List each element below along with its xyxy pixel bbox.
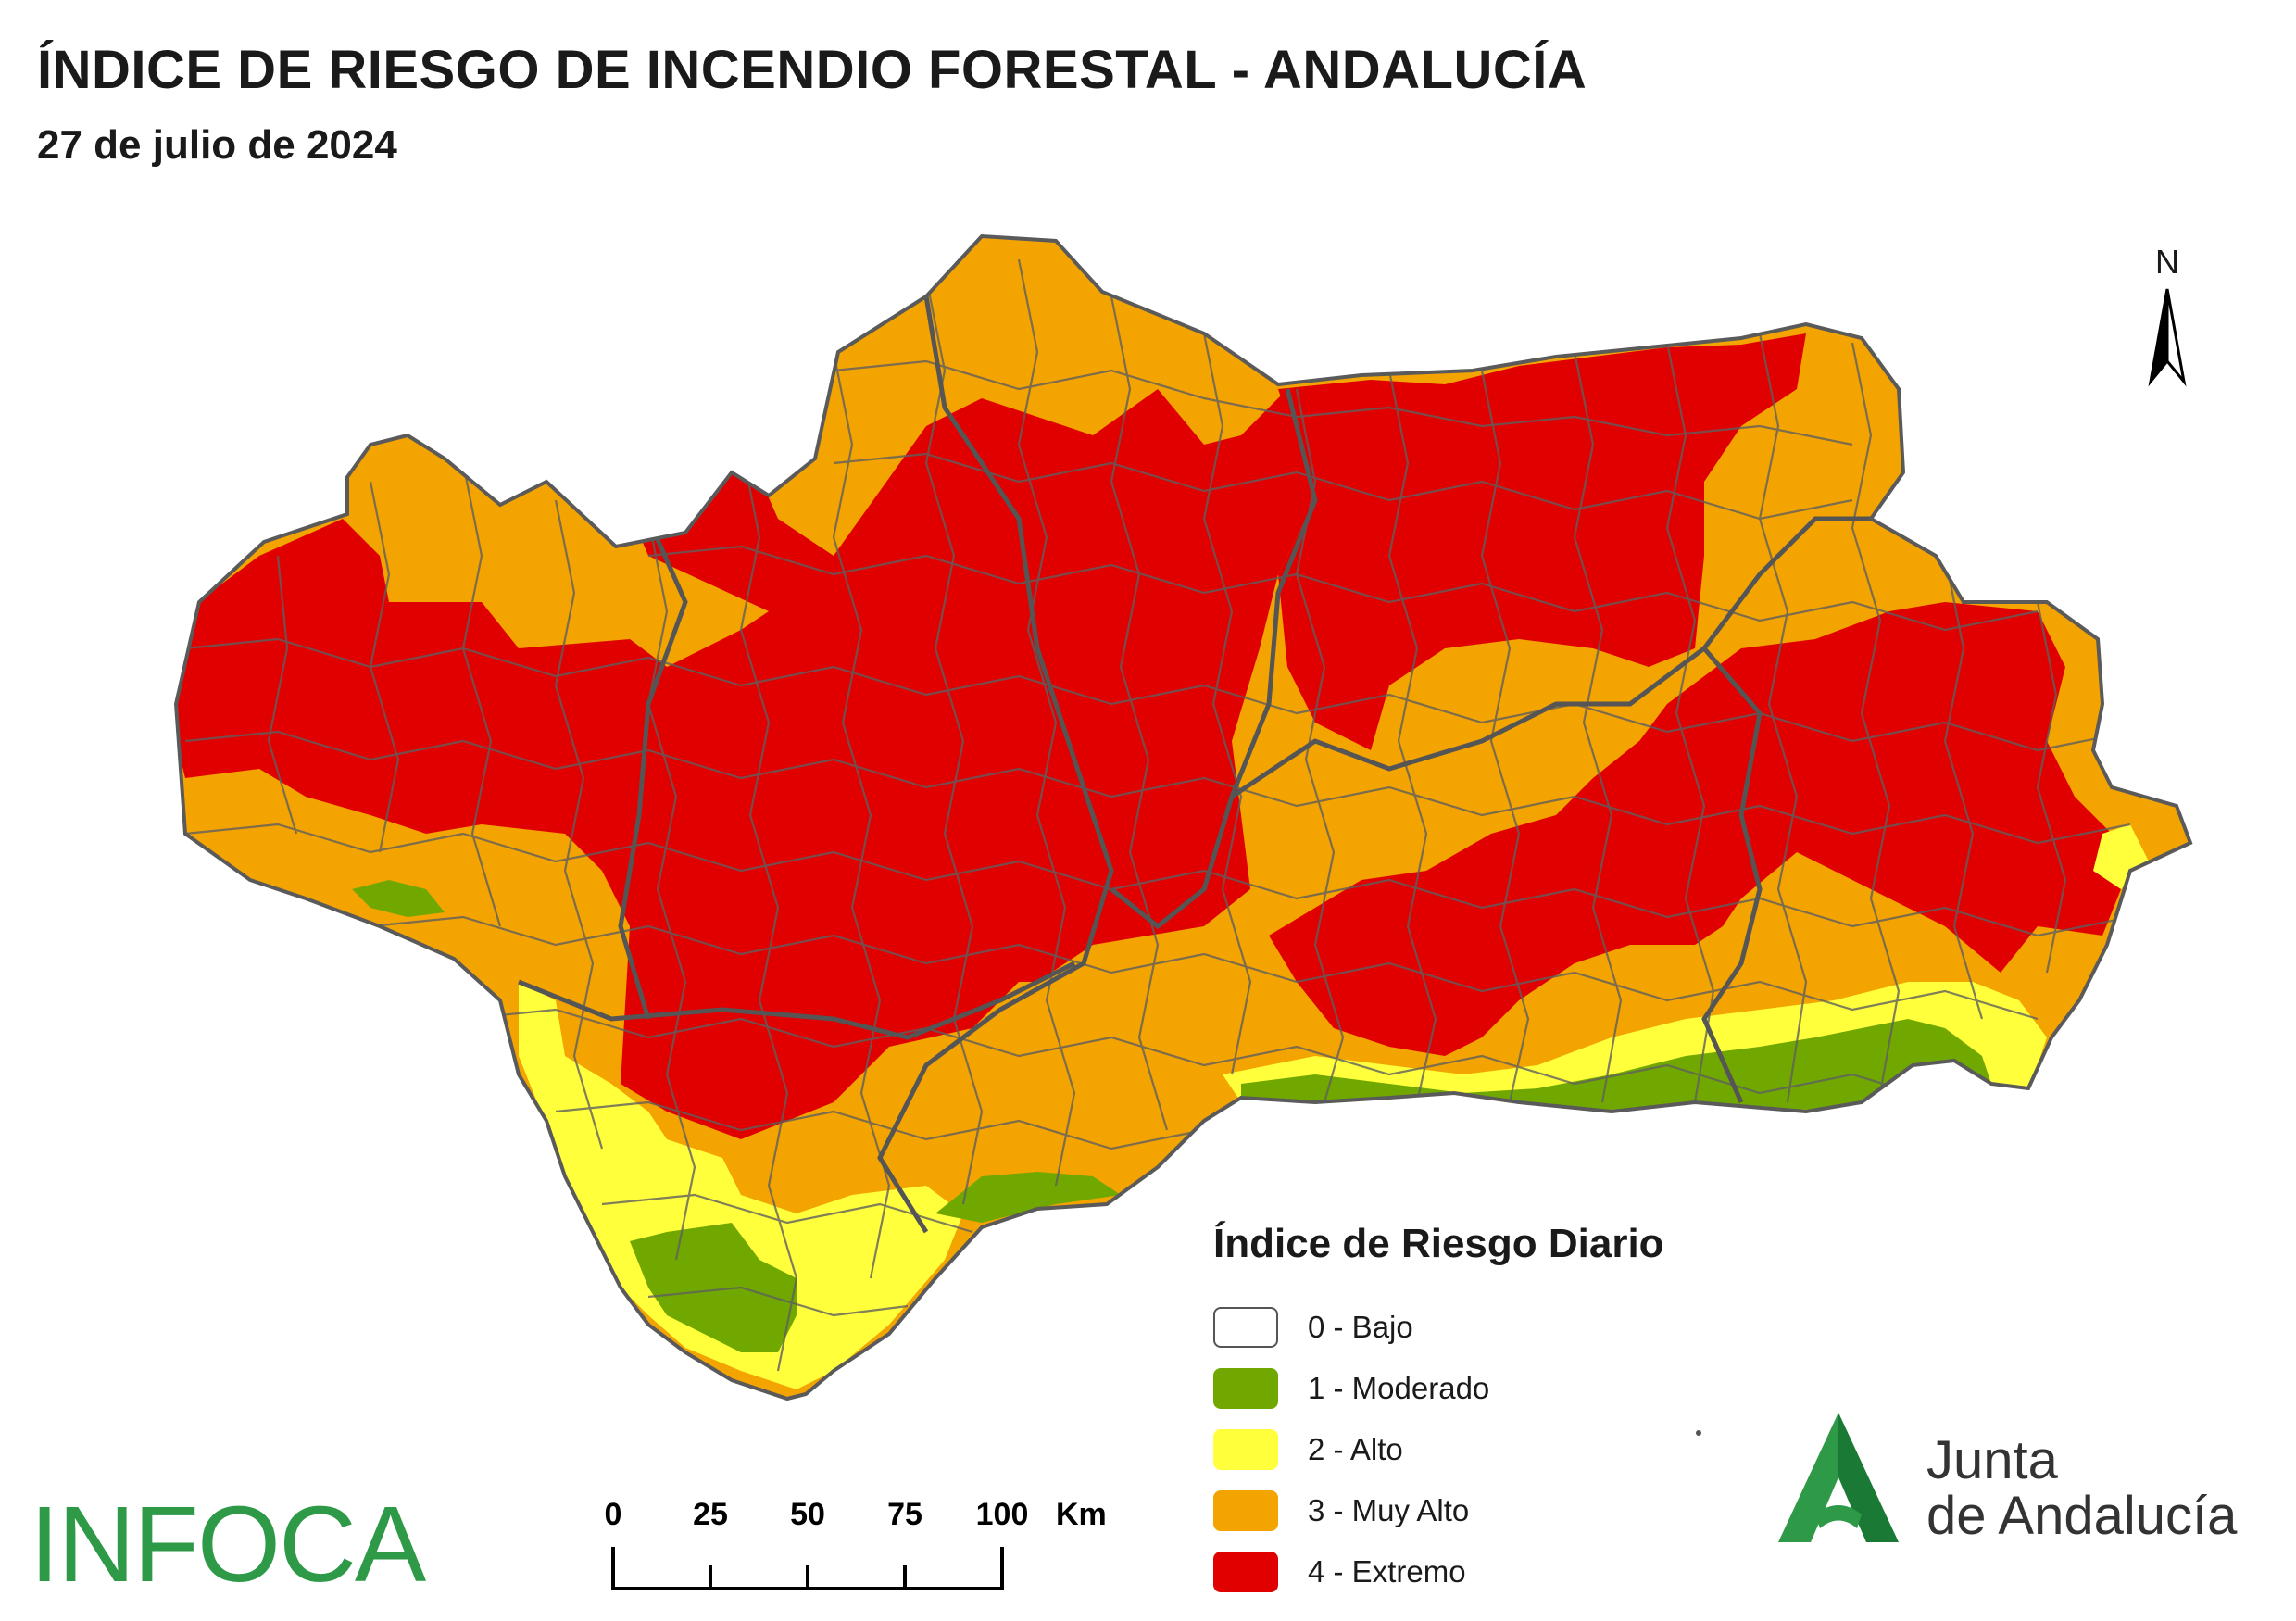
page-subtitle: 27 de julio de 2024 — [37, 122, 397, 168]
scale-tick-label: 100 — [976, 1497, 1029, 1532]
risk-zone-moderado — [630, 1223, 797, 1352]
legend-label: 4 - Extremo — [1308, 1554, 1466, 1589]
legend-label: 1 - Moderado — [1308, 1371, 1490, 1405]
infoca-logo: INFOCA — [30, 1484, 426, 1604]
legend-item-bajo: 0 - Bajo — [1213, 1297, 1769, 1358]
junta-emblem-icon — [1778, 1413, 1899, 1542]
legend-item-moderado: 1 - Moderado — [1213, 1358, 1769, 1419]
andalucia-outline — [173, 233, 2193, 1401]
scale-bar: 0 25 50 75 100 Km — [605, 1497, 1107, 1590]
risk-zone-extremo — [1269, 602, 2121, 1056]
risk-zone-extremo — [1278, 333, 1806, 750]
legend-swatch-extremo — [1213, 1552, 1278, 1592]
legend-label: 0 - Bajo — [1308, 1310, 1413, 1344]
scale-unit-label: Km — [1056, 1497, 1107, 1532]
map-dot — [1696, 1430, 1701, 1436]
north-arrow-icon — [2148, 288, 2187, 387]
legend-title: Índice de Riesgo Diario — [1213, 1221, 1664, 1266]
scale-bar-line — [611, 1547, 1004, 1590]
legend-swatch-alto — [1213, 1429, 1278, 1470]
legend-label: 3 - Muy Alto — [1308, 1493, 1470, 1527]
junta-de-andalucia-logo: Junta de Andalucía — [1769, 1413, 2278, 1552]
legend-label: 2 - Alto — [1308, 1432, 1403, 1466]
scale-tick-label: 50 — [790, 1497, 825, 1532]
junta-logo-line2: de Andalucía — [1926, 1486, 2238, 1546]
provincial-boundaries — [518, 295, 1871, 1234]
north-label: N — [2155, 243, 2179, 281]
scale-tick-label: 25 — [693, 1497, 728, 1532]
legend-swatch-muy-alto — [1213, 1490, 1278, 1531]
page-title: ÍNDICE DE RIESGO DE INCENDIO FORESTAL - … — [37, 40, 1587, 100]
legend-swatch-bajo — [1213, 1307, 1278, 1348]
legend-swatch-moderado — [1213, 1368, 1278, 1409]
legend-item-extremo: 4 - Extremo — [1213, 1541, 1769, 1602]
legend-item-alto: 2 - Alto — [1213, 1419, 1769, 1480]
risk-zone-moderado — [935, 1172, 1121, 1223]
legend: Índice de Riesgo Diario 0 - Bajo 1 - Mod… — [1213, 1221, 1769, 1602]
risk-zone-moderado — [1241, 1019, 1991, 1112]
legend-item-muy-alto: 3 - Muy Alto — [1213, 1480, 1769, 1541]
scale-tick-label: 75 — [887, 1497, 922, 1532]
risk-zone-moderado — [352, 880, 445, 917]
municipal-boundaries — [184, 258, 2131, 1372]
risk-zone-alto — [519, 982, 963, 1389]
junta-logo-line1: Junta — [1926, 1430, 2058, 1490]
scale-tick-label: 0 — [605, 1497, 622, 1532]
